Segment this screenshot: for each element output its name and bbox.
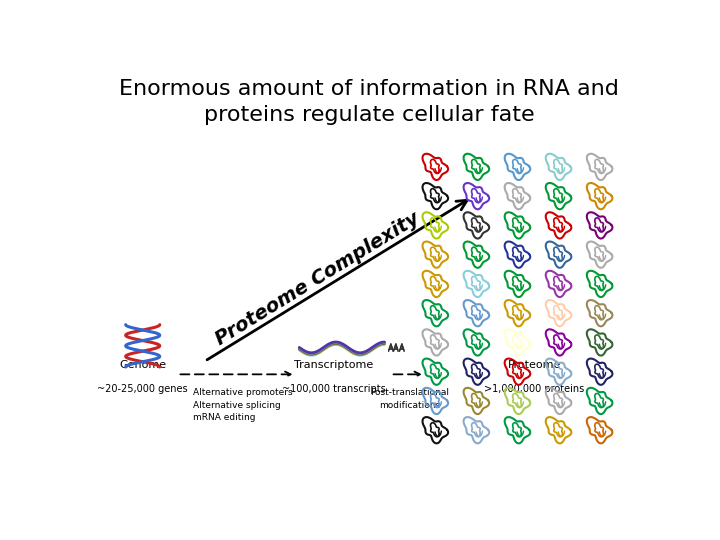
Text: AAA: AAA (387, 343, 405, 352)
Text: Alternative promoters
Alternative splicing
mRNA editing: Alternative promoters Alternative splici… (193, 388, 293, 422)
Text: AAA: AAA (387, 344, 405, 353)
Text: AAA: AAA (387, 345, 405, 354)
Text: Proteome Complexity: Proteome Complexity (212, 209, 423, 349)
Text: >1,000,000 proteins: >1,000,000 proteins (484, 384, 584, 394)
Text: Enormous amount of information in RNA and: Enormous amount of information in RNA an… (119, 79, 619, 99)
Text: AAA: AAA (387, 346, 405, 354)
Text: Genome: Genome (119, 360, 166, 370)
Text: AAA: AAA (387, 343, 405, 353)
Text: ~100,000 transcripts: ~100,000 transcripts (282, 384, 386, 394)
Text: proteins regulate cellular fate: proteins regulate cellular fate (204, 105, 534, 125)
Text: Transcriptome: Transcriptome (294, 360, 374, 370)
Text: ~20-25,000 genes: ~20-25,000 genes (97, 384, 188, 394)
Text: Post-translational
modifications: Post-translational modifications (371, 388, 449, 410)
Text: Proteome: Proteome (508, 360, 561, 370)
